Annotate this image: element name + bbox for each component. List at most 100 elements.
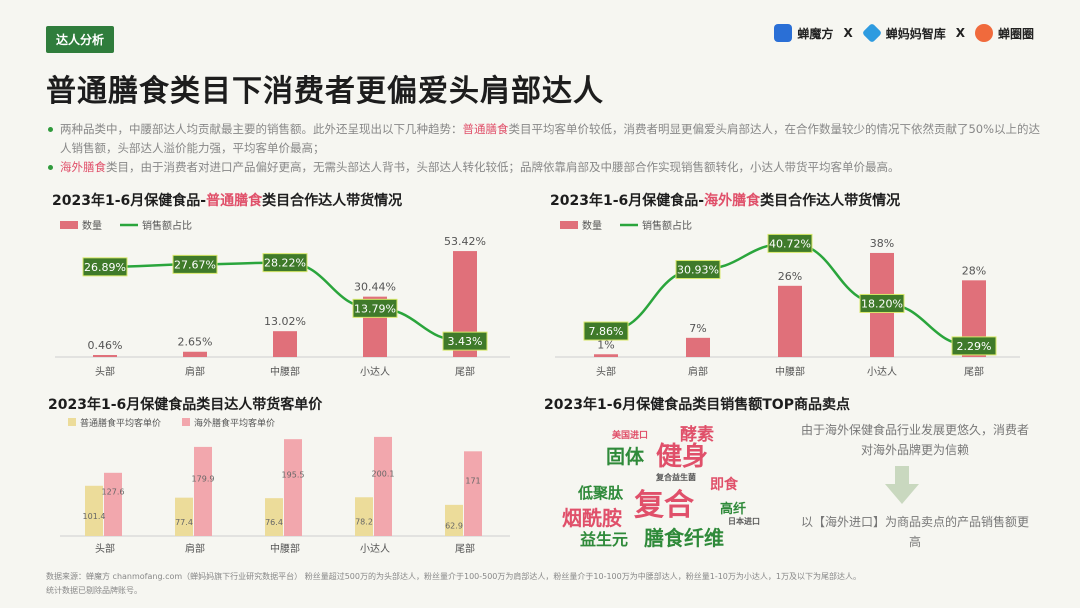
cloud-word: 复合 <box>634 488 694 523</box>
x-tick-label: 中腰部 <box>270 365 300 378</box>
footer-line: 统计数据已剔除品牌账号。 <box>46 586 142 595</box>
chart-sales-normal-diet: 数量 销售额占比 0.46% 头部 2.65% 肩部 13.02% 中腰部 30.44% 小达人 5… <box>55 219 510 378</box>
x-tick-label: 尾部 <box>455 365 475 378</box>
bar <box>686 337 710 357</box>
line-label-box <box>583 321 629 341</box>
series-line <box>104 261 466 343</box>
x-tick-label: 小达人 <box>360 366 390 378</box>
x-tick-label: 小达人 <box>360 543 390 555</box>
chart2-title: 2023年1-6月保健食品-海外膳食类目合作达人带货情况 <box>550 193 901 209</box>
bar-label: 26% <box>778 270 802 283</box>
bar <box>265 498 283 536</box>
line-label-box <box>951 336 997 356</box>
bar <box>104 472 122 536</box>
bar-label: 78.2 <box>355 518 373 527</box>
bar-label: 195.5 <box>282 471 305 480</box>
line-label-box <box>262 253 308 273</box>
bar <box>183 351 207 357</box>
legend-swatch <box>68 418 76 426</box>
bar <box>93 355 117 357</box>
legend-label: 数量 <box>582 219 602 232</box>
x-tick-label: 中腰部 <box>270 542 300 555</box>
x-tick-label: 小达人 <box>867 366 897 378</box>
bar <box>194 446 212 536</box>
bar <box>778 285 802 357</box>
bar <box>175 497 193 536</box>
bar <box>464 451 482 536</box>
bar <box>445 504 463 536</box>
bar-label: 77.4 <box>175 518 193 527</box>
line-label: 30.93% <box>677 264 719 277</box>
cloud-word: 低聚肽 <box>578 484 624 502</box>
wordcloud: 美国进口 酵素 固体 健身 复合益生菌 即食 低聚肽 复合 高纤 烟酰胺 日本进… <box>560 418 760 553</box>
bar-label: 53.42% <box>444 235 486 248</box>
x-tick-label: 尾部 <box>964 365 984 378</box>
x-tick-label: 头部 <box>596 365 616 378</box>
brand-name: 蝉妈妈智库 <box>885 26 946 41</box>
section-tag: 达人分析 <box>46 26 115 53</box>
separator: X <box>843 26 853 40</box>
page-title: 普通膳食类目下消费者更偏爱头肩部达人 <box>46 74 604 109</box>
line-label: 26.89% <box>84 261 126 274</box>
bar-label: 101.4 <box>83 512 106 521</box>
bar <box>355 497 373 536</box>
bar-label: 171 <box>465 477 480 486</box>
x-tick-label: 肩部 <box>185 542 205 555</box>
legend-label: 普通膳食平均客单价 <box>80 417 161 429</box>
bar-label: 179.9 <box>192 474 215 483</box>
circle-logo-icon <box>974 24 993 42</box>
bar <box>594 354 618 357</box>
x-tick-label: 中腰部 <box>775 365 805 378</box>
bar-label: 7% <box>689 322 706 335</box>
bar <box>273 331 297 357</box>
chart-sales-overseas-diet: 数量 销售额占比 1% 头部 7% 肩部 26% 中腰部 38% 小达人 28% 尾部 7.86% 30.… <box>555 219 1020 378</box>
line-label-box <box>172 254 218 274</box>
cloud-word: 健身 <box>656 442 709 472</box>
line-label: 2.29% <box>957 340 992 353</box>
brand-chanmofang: 蝉魔方 <box>774 24 833 42</box>
bar-label: 30.44% <box>354 281 396 294</box>
bar-label: 76.4 <box>265 518 283 527</box>
legend-swatch <box>60 221 78 229</box>
insight-note-bottom: 以【海外进口】为商品卖点的产品销售额更高 <box>800 515 1029 549</box>
x-tick-label: 肩部 <box>688 365 708 378</box>
cloud-word: 美国进口 <box>612 431 649 441</box>
brand-name: 蝉魔方 <box>797 26 834 41</box>
line-label-box <box>675 260 721 280</box>
line-label-box <box>82 257 128 277</box>
cloud-word: 即食 <box>710 477 738 493</box>
cloud-word: 烟酰胺 <box>562 506 622 530</box>
cloud-word: 高纤 <box>720 502 747 517</box>
x-tick-label: 头部 <box>95 542 115 555</box>
line-label: 28.22% <box>264 257 306 270</box>
x-tick-label: 尾部 <box>455 542 475 555</box>
bullet-2: 海外膳食类目，由于消费者对进口产品偏好更高，无需头部达人背书，头部达人转化较低；… <box>46 158 1046 177</box>
footer-source: 数据来源：蝉魔方 chanmofang.com（蝉妈妈旗下行业研究数据平台） 粉… <box>46 570 861 598</box>
bar-label: 38% <box>870 237 894 250</box>
legend-swatch <box>182 418 190 426</box>
brand-bar: 蝉魔方 X 蝉妈妈智库 X 蝉圈圈 <box>774 22 1034 44</box>
legend-label: 数量 <box>82 219 102 232</box>
line-label-box <box>442 331 488 351</box>
bar <box>284 439 302 536</box>
bar-label: 2.65% <box>178 336 213 349</box>
chart4-title: 2023年1-6月保健食品类目销售额TOP商品卖点 <box>544 397 850 413</box>
line-label-box <box>859 293 905 313</box>
summary-bullets: 两种品类中，中腰部达人均贡献最主要的销售额。此外还呈现出以下几种趋势：普通膳食类… <box>46 120 1046 177</box>
diamond-logo-icon <box>861 22 882 44</box>
legend-label: 销售额占比 <box>642 219 692 232</box>
brand-chanmama: 蝉妈妈智库 <box>861 22 946 44</box>
bar-label: 1% <box>597 338 614 351</box>
cloud-word: 复合益生菌 <box>656 473 696 482</box>
chart3-title: 2023年1-6月保健食品类目达人带货客单价 <box>48 397 323 413</box>
line-label: 13.79% <box>354 302 396 315</box>
cloud-word: 日本进口 <box>728 517 760 526</box>
line-label-box <box>767 233 813 253</box>
x-tick-label: 肩部 <box>185 365 205 378</box>
brand-chanquanquan: 蝉圈圈 <box>974 24 1034 42</box>
separator: X <box>955 26 965 40</box>
line-label: 40.72% <box>769 237 811 250</box>
bar-label: 0.46% <box>88 339 123 352</box>
line-label: 18.20% <box>861 297 903 310</box>
bullet-1: 两种品类中，中腰部达人均贡献最主要的销售额。此外还呈现出以下几种趋势：普通膳食类… <box>46 120 1046 158</box>
